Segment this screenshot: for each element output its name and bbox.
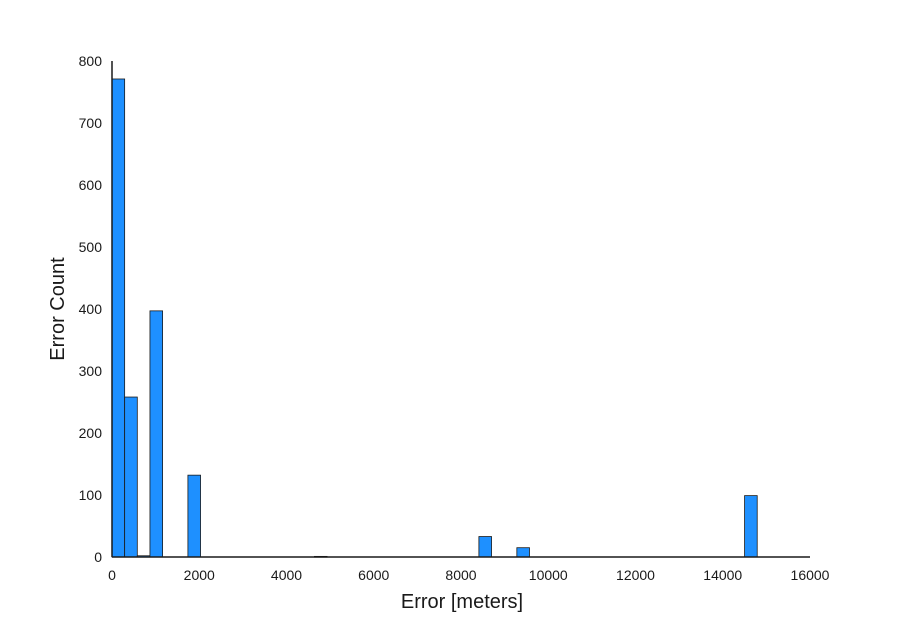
x-tick-label: 16000 [791, 567, 830, 583]
histogram-bar-0 [111, 78, 126, 558]
x-tick-label: 10000 [529, 567, 568, 583]
x-axis-label: Error [meters] [401, 591, 523, 613]
y-tick-label: 600 [79, 177, 103, 193]
histogram-bar-8 [744, 495, 758, 558]
y-tick-label: 400 [79, 301, 103, 317]
x-tick-label: 8000 [445, 567, 476, 583]
x-tick-labels: 0 2000 4000 6000 8000 10000 12000 14000 16000 [108, 567, 830, 583]
y-tick-label: 0 [94, 549, 102, 565]
histogram-bar-3 [149, 310, 164, 558]
y-axis-label: Error Count [47, 257, 69, 361]
y-tick-label: 100 [79, 487, 103, 503]
x-tick-label: 14000 [703, 567, 742, 583]
y-tick-label: 800 [79, 53, 103, 69]
x-tick-label: 12000 [616, 567, 655, 583]
histogram-bar-7 [516, 547, 530, 558]
x-tick-label: 0 [108, 567, 116, 583]
x-tick-label: 4000 [271, 567, 302, 583]
y-tick-label: 700 [79, 115, 103, 131]
bars-group [111, 78, 758, 558]
histogram-bar-1 [124, 396, 138, 558]
y-tick-labels: 0 100 200 300 400 500 600 700 800 [79, 53, 103, 565]
y-tick-label: 200 [79, 425, 103, 441]
histogram-bar-4 [187, 474, 201, 558]
histogram-bar-6 [478, 536, 492, 558]
x-tick-label: 2000 [184, 567, 215, 583]
x-tick-label: 6000 [358, 567, 389, 583]
y-tick-label: 500 [79, 239, 103, 255]
y-tick-label: 300 [79, 363, 103, 379]
